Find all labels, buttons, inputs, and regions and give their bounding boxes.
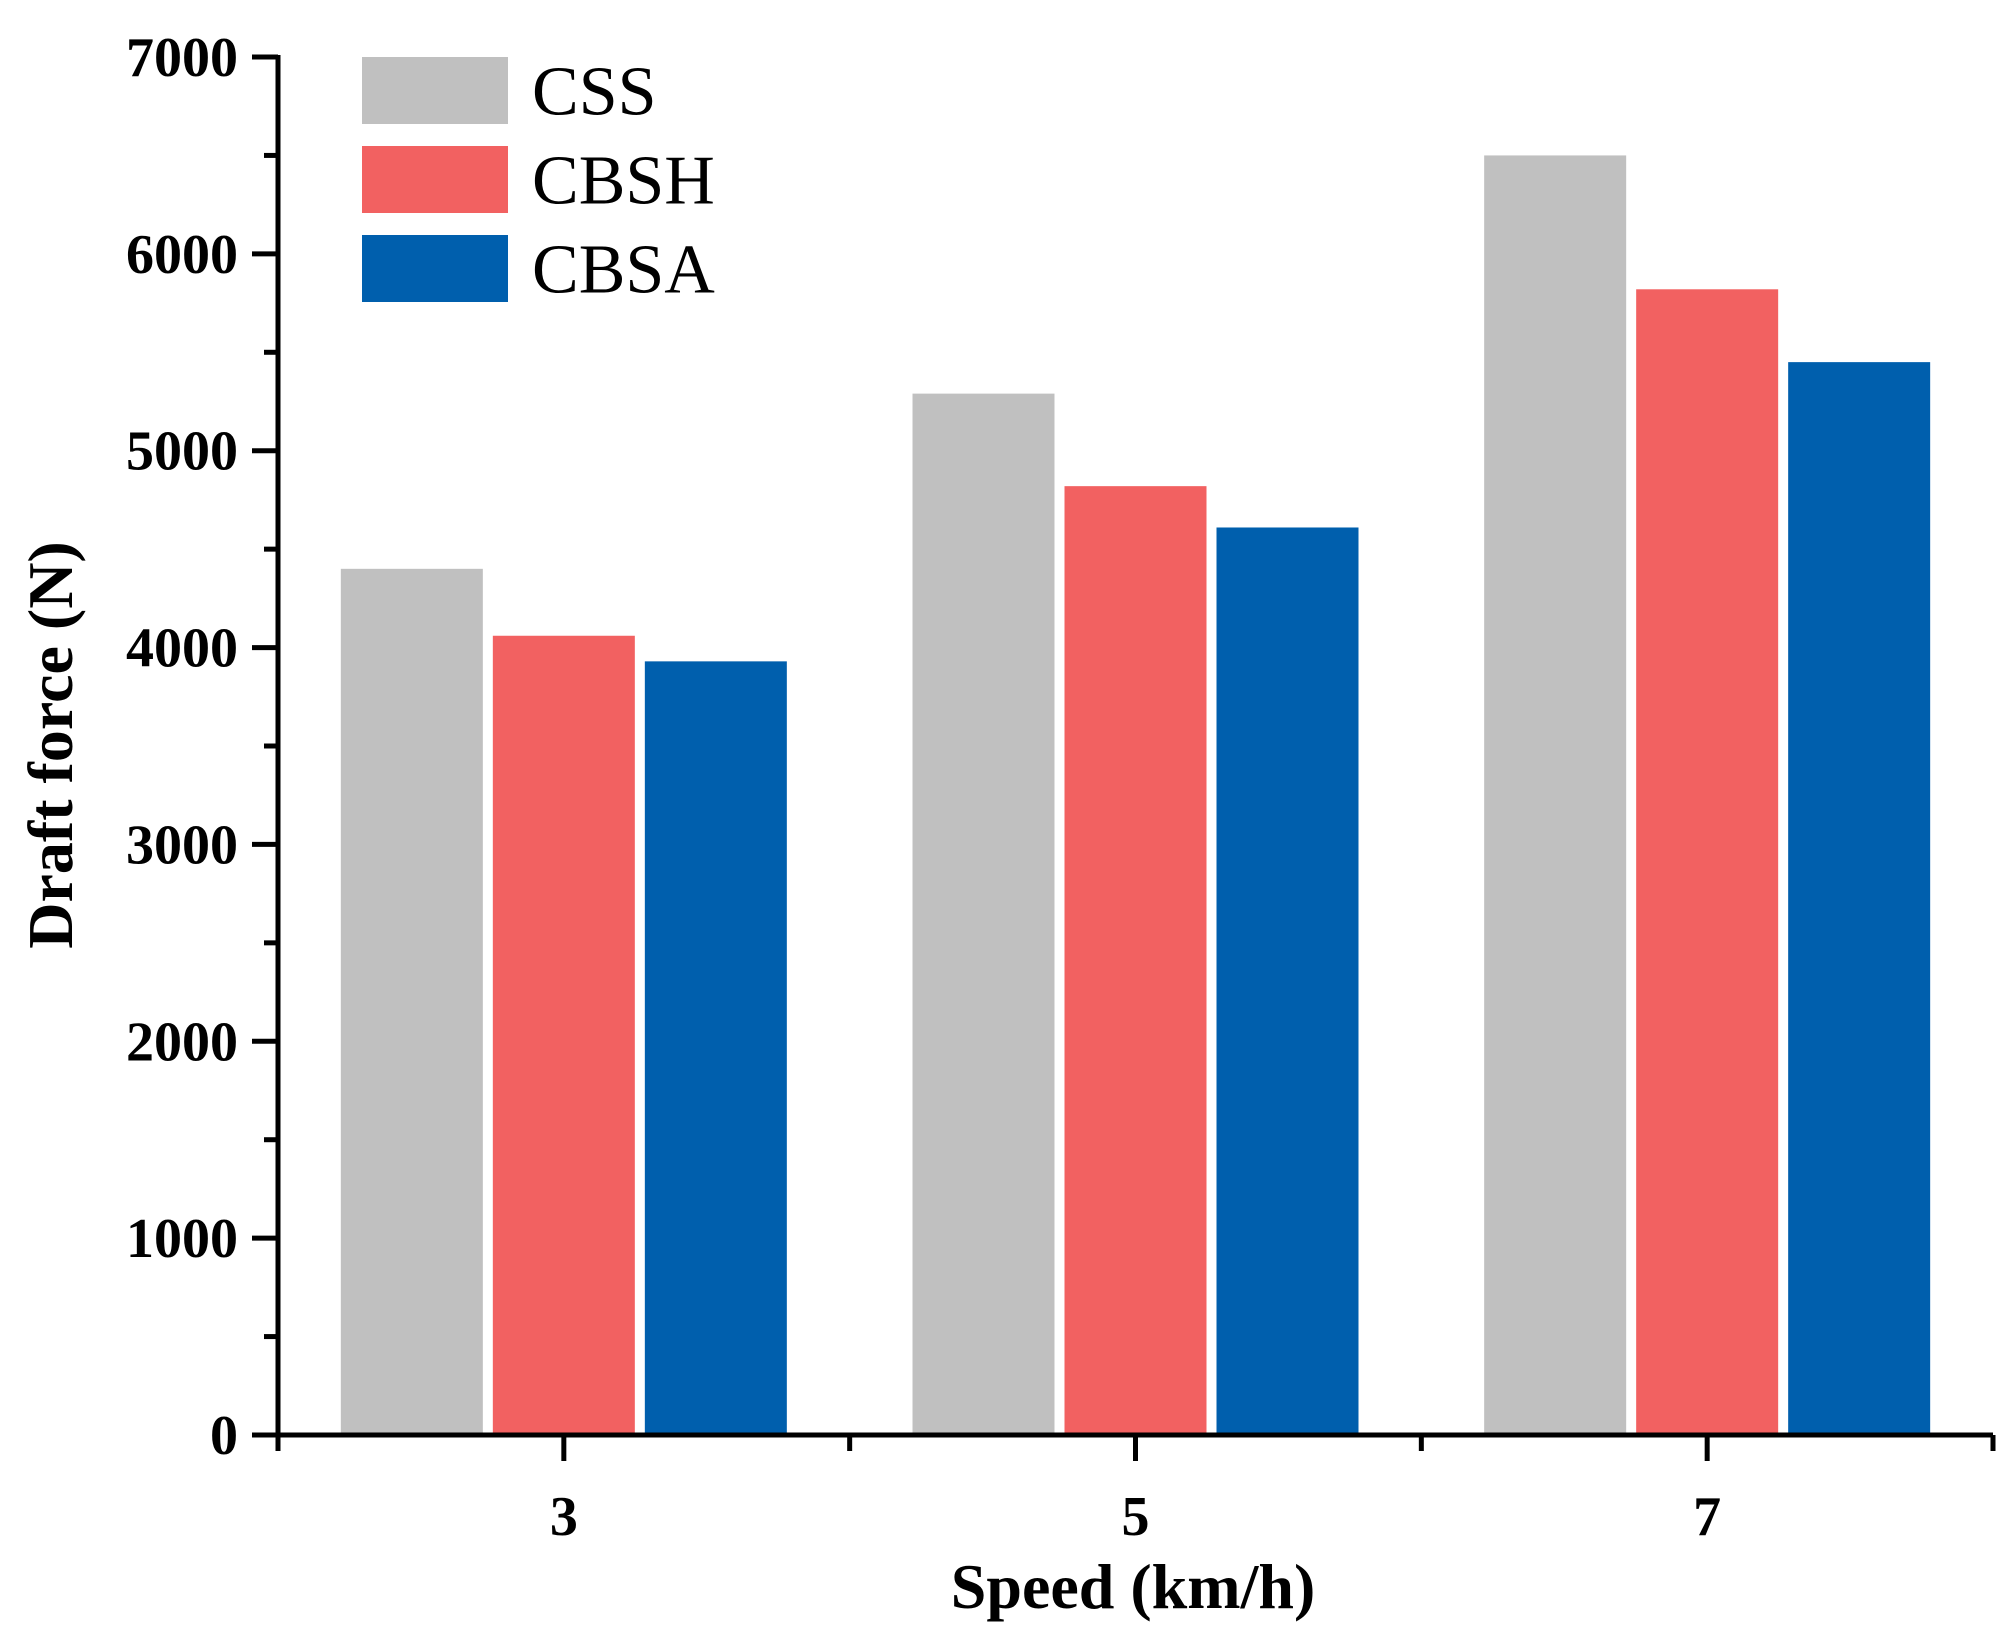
y-tick-label: 6000 [126,224,238,286]
x-tick-label-3: 3 [550,1486,578,1548]
y-ticks-group: 0 1000 2000 3000 4000 5000 6000 7000 [126,27,278,1467]
y-tick-label: 2000 [126,1011,238,1073]
legend-swatch-cbsa [362,235,508,302]
legend-label-cbsh: CBSH [532,143,715,220]
legend-swatch-css [362,57,508,124]
x-ticks-group: 3 5 7 [275,1435,1996,1548]
bar-css-5 [912,393,1055,1435]
x-tick-label-7: 7 [1693,1486,1721,1548]
bar-cbsa-5 [1216,527,1359,1435]
bar-cbsh-7 [1636,289,1779,1435]
y-tick-label: 5000 [126,421,238,483]
legend-swatch-cbsh [362,146,508,213]
x-tick-label-5: 5 [1122,1486,1150,1548]
legend-label-css: CSS [532,54,657,131]
legend: CSS CBSH CBSA [362,54,715,309]
y-tick-label: 1000 [126,1208,238,1270]
bar-cbsh-3 [492,635,635,1435]
legend-label-cbsa: CBSA [532,232,715,309]
y-axis-title: Draft force (N) [15,541,86,948]
y-tick-label: 3000 [126,814,238,876]
y-tick-label: 7000 [126,27,238,89]
bars-group [340,155,1931,1436]
y-tick-label: 0 [210,1405,238,1467]
bar-css-7 [1484,155,1627,1435]
x-axis-title: Speed (km/h) [951,1551,1316,1622]
bar-cbsh-5 [1064,486,1207,1435]
y-tick-label: 4000 [126,618,238,680]
bar-cbsa-3 [644,661,787,1435]
bar-css-3 [340,568,483,1435]
bar-cbsa-7 [1788,362,1931,1436]
